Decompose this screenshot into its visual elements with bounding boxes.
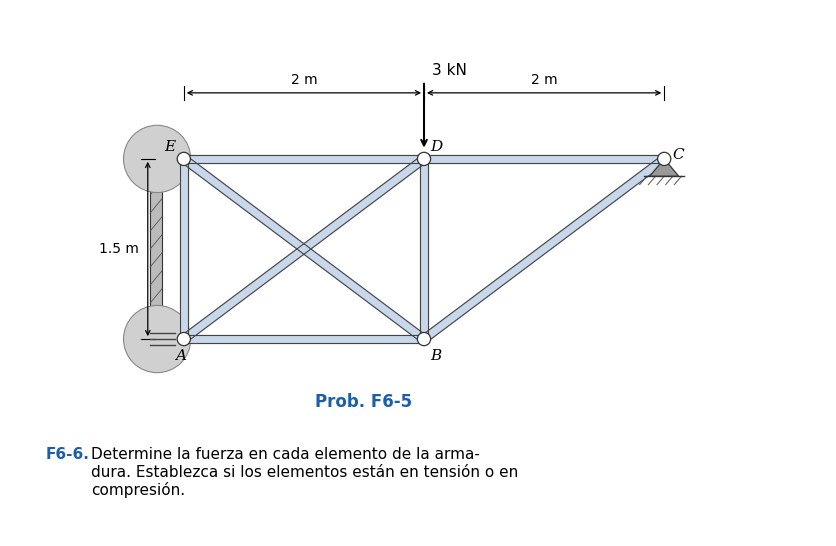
Polygon shape xyxy=(420,159,428,339)
Polygon shape xyxy=(184,335,424,343)
Circle shape xyxy=(417,152,431,165)
Bar xyxy=(150,145,162,361)
Text: Prob. F6-5: Prob. F6-5 xyxy=(315,393,412,411)
Text: E: E xyxy=(164,140,175,154)
Text: C: C xyxy=(673,149,685,162)
Polygon shape xyxy=(650,159,679,176)
Text: F6-6.: F6-6. xyxy=(46,447,89,462)
Polygon shape xyxy=(181,156,426,342)
Text: B: B xyxy=(431,349,441,363)
Circle shape xyxy=(658,152,670,165)
Circle shape xyxy=(417,333,431,346)
Circle shape xyxy=(124,305,191,373)
Text: Determine la fuerza en cada elemento de la arma-
dura. Establezca si los element: Determine la fuerza en cada elemento de … xyxy=(91,447,518,498)
Circle shape xyxy=(177,333,191,346)
Text: 1.5 m: 1.5 m xyxy=(99,242,140,256)
Text: 3 kN: 3 kN xyxy=(432,63,467,79)
Polygon shape xyxy=(184,155,424,163)
Text: D: D xyxy=(430,140,442,154)
Circle shape xyxy=(178,334,189,345)
Text: A: A xyxy=(175,349,186,363)
Text: 2 m: 2 m xyxy=(291,73,317,87)
Polygon shape xyxy=(421,156,667,342)
Polygon shape xyxy=(424,155,665,163)
Circle shape xyxy=(177,152,191,165)
Circle shape xyxy=(124,125,191,193)
Text: 2 m: 2 m xyxy=(531,73,558,87)
Polygon shape xyxy=(180,159,188,339)
Polygon shape xyxy=(181,156,426,342)
Circle shape xyxy=(178,153,189,164)
